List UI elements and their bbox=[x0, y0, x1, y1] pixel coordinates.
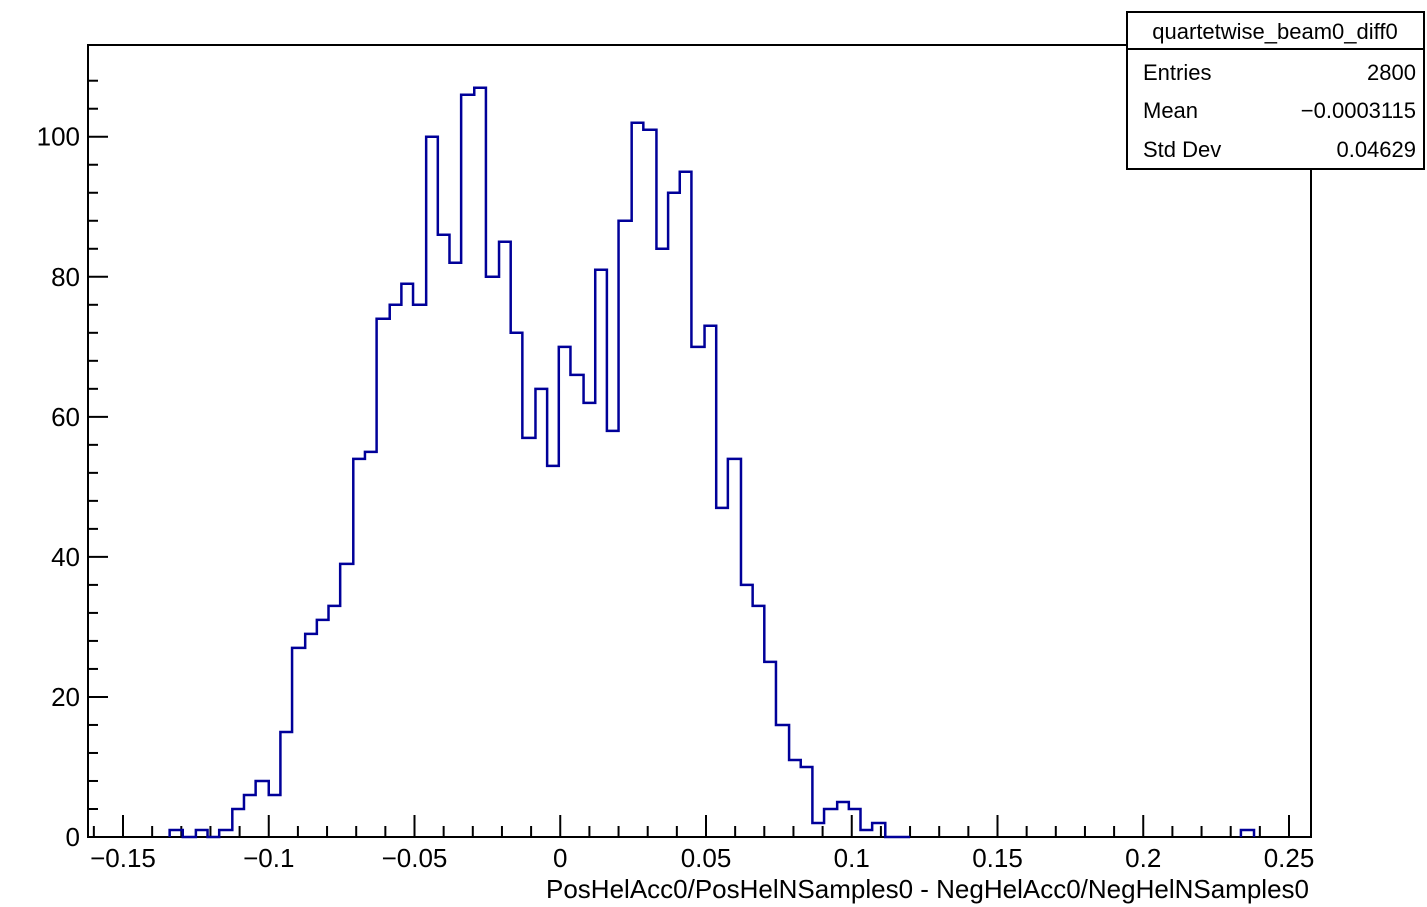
x-tick-label: 0.25 bbox=[1264, 843, 1315, 873]
x-tick-label: 0.05 bbox=[681, 843, 732, 873]
x-axis-title: PosHelAcc0/PosHelNSamples0 - NegHelAcc0/… bbox=[546, 874, 1309, 904]
stats-box-title: quartetwise_beam0_diff0 bbox=[1152, 19, 1397, 44]
y-axis bbox=[88, 79, 108, 838]
y-tick-label: 40 bbox=[51, 542, 80, 572]
y-tick-label: 80 bbox=[51, 262, 80, 292]
histogram-outlier-bin bbox=[1239, 828, 1256, 837]
x-tick-label: 0.15 bbox=[972, 843, 1023, 873]
y-tick-label: 0 bbox=[66, 822, 80, 852]
x-tick-label: 0.1 bbox=[834, 843, 870, 873]
y-tick-label: 100 bbox=[37, 122, 80, 152]
stats-value-stddev: 0.04629 bbox=[1336, 137, 1416, 162]
stats-label-mean: Mean bbox=[1143, 98, 1198, 123]
stats-label-entries: Entries bbox=[1143, 60, 1211, 85]
stats-box: quartetwise_beam0_diff0 Entries 2800 Mea… bbox=[1126, 11, 1425, 170]
y-tick-labels: 0 20 40 60 80 100 bbox=[37, 122, 80, 852]
histogram-outline bbox=[168, 86, 911, 839]
x-tick-label: −0.05 bbox=[382, 843, 448, 873]
stats-label-stddev: Std Dev bbox=[1143, 137, 1221, 162]
x-tick-label: −0.15 bbox=[90, 843, 156, 873]
stats-box-frame bbox=[1126, 11, 1425, 170]
stats-value-entries: 2800 bbox=[1367, 60, 1416, 85]
x-tick-label: 0.2 bbox=[1125, 843, 1161, 873]
y-tick-label: 20 bbox=[51, 682, 80, 712]
x-tick-label: 0 bbox=[553, 843, 567, 873]
x-tick-labels: −0.15 −0.1 −0.05 0 0.05 0.1 0.15 0.2 0.25 bbox=[90, 843, 1314, 873]
x-tick-label: −0.1 bbox=[243, 843, 294, 873]
y-tick-label: 60 bbox=[51, 402, 80, 432]
stats-value-mean: −0.0003115 bbox=[1301, 98, 1416, 123]
plot-frame bbox=[87, 44, 1312, 838]
x-axis bbox=[92, 815, 1290, 837]
